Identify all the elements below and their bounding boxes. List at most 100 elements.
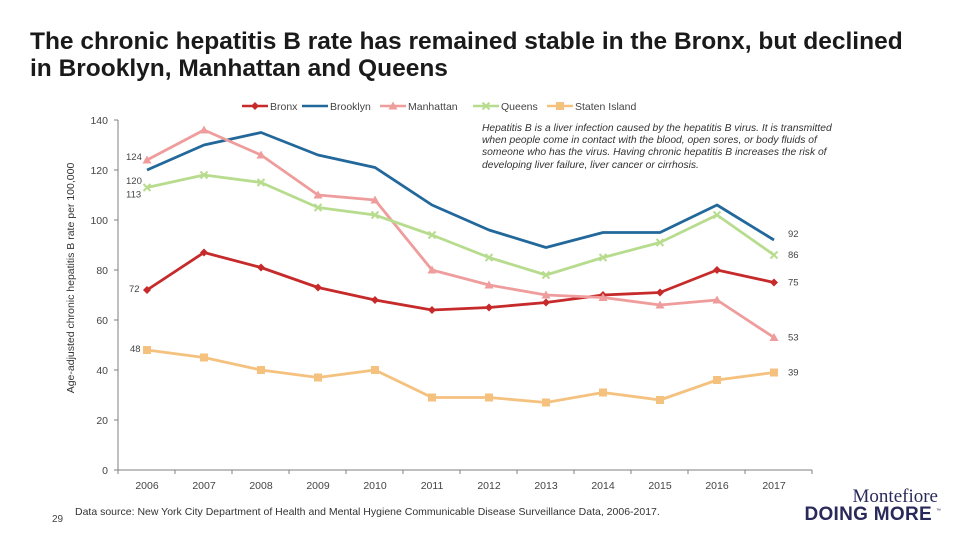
data-point-queens [199, 170, 209, 180]
legend-label-manhattan: Manhattan [408, 101, 458, 113]
y-tick-label: 40 [96, 365, 108, 377]
data-point-manhattan [313, 190, 323, 199]
data-label-first-bronx: 72 [129, 284, 140, 295]
data-point-queens [370, 210, 380, 220]
data-point-queens [769, 250, 779, 260]
x-tick-label: 2011 [421, 480, 444, 492]
data-point-queens [541, 270, 551, 280]
legend-item-bronx: Bronx [242, 101, 298, 113]
legend-label-queens: Queens [501, 101, 538, 113]
data-point-bronx [656, 288, 664, 297]
y-tick-label: 0 [102, 465, 108, 477]
chart-legend: Bronx Brooklyn Manhattan Queens Staten Islan… [242, 101, 636, 113]
y-tick-label: 60 [96, 315, 108, 327]
x-tick-label: 2006 [135, 480, 159, 492]
data-point-bronx [485, 303, 493, 312]
data-point-manhattan [370, 195, 380, 204]
legend-marker-queens [481, 101, 491, 111]
data-point-bronx [713, 266, 721, 274]
data-point-manhattan [256, 150, 266, 159]
series-line-brooklyn [146, 131, 775, 249]
brand-trademark: ™ [936, 508, 941, 514]
data-point-bronx [371, 296, 379, 304]
x-tick-label: 2014 [591, 480, 615, 492]
data-point-bronx [428, 306, 436, 314]
y-tick-label: 20 [96, 415, 108, 427]
data-point-staten-island [770, 368, 778, 377]
data-point-manhattan [712, 295, 722, 304]
series-queens [142, 170, 779, 280]
data-label-last-brooklyn: 92 [788, 229, 799, 240]
data-point-manhattan [427, 265, 437, 274]
hepatitis-b-note: Hepatitis B is a liver infection caused … [482, 123, 832, 171]
data-label-first-queens: 113 [126, 190, 141, 201]
brand-tagline: DOING MORE [804, 504, 932, 525]
x-tick-label: 2015 [648, 480, 672, 492]
legend-item-staten-island: Staten Island [547, 101, 636, 113]
data-point-queens [712, 210, 722, 220]
data-point-queens [655, 238, 665, 247]
data-label-last-manhattan: 53 [788, 333, 799, 344]
data-point-manhattan [541, 290, 551, 299]
legend-item-brooklyn: Brooklyn [302, 101, 371, 113]
data-point-staten-island [143, 346, 151, 354]
slide-title: The chronic hepatitis B rate has remaine… [30, 28, 903, 82]
y-axis-title: Age-adjusted chronic hepatitis B rate pe… [65, 163, 77, 394]
data-point-staten-island [371, 366, 379, 374]
series-manhattan [142, 125, 779, 341]
y-tick-label: 140 [90, 115, 108, 127]
data-label-first-staten-island: 48 [130, 344, 141, 355]
data-label-last-staten-island: 39 [788, 368, 799, 379]
series-staten-island [143, 346, 778, 407]
x-tick-label: 2013 [534, 480, 558, 492]
legend-item-queens: Queens [473, 101, 538, 113]
series-line-staten-island [146, 348, 775, 404]
data-point-manhattan [142, 155, 152, 164]
legend-label-brooklyn: Brooklyn [330, 101, 371, 113]
series-line-queens [146, 173, 775, 277]
x-tick-label: 2007 [192, 480, 216, 492]
data-point-staten-island [599, 388, 607, 397]
y-tick-label: 80 [96, 265, 108, 277]
data-point-bronx [314, 283, 322, 292]
series-line-bronx [146, 251, 775, 312]
data-point-queens [427, 230, 437, 240]
data-point-manhattan [199, 125, 209, 134]
data-label-first-manhattan: 124 [126, 152, 142, 163]
data-point-staten-island [257, 366, 265, 374]
x-tick-label: 2008 [249, 480, 273, 492]
x-tick-label: 2012 [477, 480, 501, 492]
data-point-queens [484, 253, 494, 262]
data-point-queens [598, 253, 608, 262]
brand-name: Montefiore [852, 486, 938, 507]
series-line-manhattan [146, 128, 775, 339]
data-source-note: Data source: New York City Department of… [75, 506, 660, 518]
legend-marker-staten-island [556, 102, 564, 110]
montefiore-logo: Montefiore DOING MORE ™ [800, 486, 950, 526]
data-label-last-queens: 86 [788, 250, 799, 261]
x-tick-label: 2010 [363, 480, 387, 492]
slide-number: 29 [52, 514, 64, 525]
y-tick-label: 120 [90, 165, 108, 177]
data-point-queens [313, 203, 323, 212]
legend-marker-manhattan [388, 101, 398, 110]
data-point-bronx [200, 248, 208, 257]
legend-marker-bronx [251, 102, 259, 110]
data-point-staten-island [314, 373, 322, 382]
data-point-manhattan [769, 333, 779, 341]
data-point-queens [142, 183, 152, 192]
x-tick-label: 2017 [762, 480, 786, 492]
data-point-manhattan [655, 300, 665, 309]
x-tick-label: 2016 [705, 480, 729, 492]
legend-label-bronx: Bronx [270, 101, 298, 113]
data-point-staten-island [656, 396, 664, 404]
legend-label-staten-island: Staten Island [575, 101, 636, 113]
data-point-bronx [770, 278, 778, 287]
data-point-bronx [143, 286, 151, 294]
data-point-bronx [257, 263, 265, 272]
data-point-bronx [542, 298, 550, 307]
data-point-manhattan [484, 280, 494, 289]
data-label-first-brooklyn: 120 [126, 176, 142, 187]
data-point-queens [256, 178, 266, 187]
